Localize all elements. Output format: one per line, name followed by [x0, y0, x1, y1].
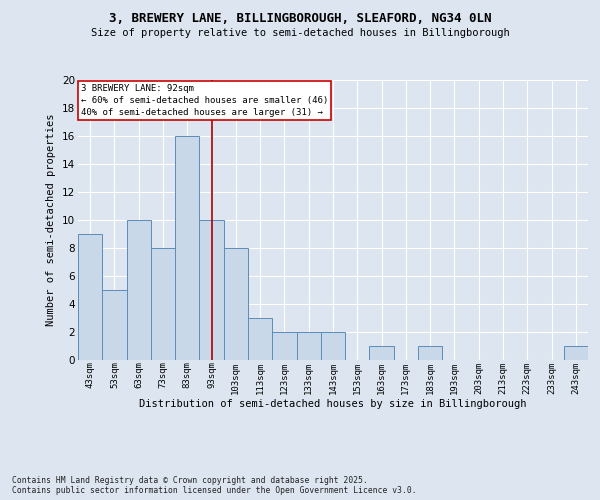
X-axis label: Distribution of semi-detached houses by size in Billingborough: Distribution of semi-detached houses by …	[139, 399, 527, 409]
Bar	[296, 332, 321, 360]
Bar	[151, 248, 175, 360]
Text: Contains HM Land Registry data © Crown copyright and database right 2025.
Contai: Contains HM Land Registry data © Crown c…	[12, 476, 416, 495]
Bar	[321, 332, 345, 360]
Bar	[78, 234, 102, 360]
Bar	[370, 346, 394, 360]
Bar	[224, 248, 248, 360]
Bar	[127, 220, 151, 360]
Bar	[418, 346, 442, 360]
Text: Size of property relative to semi-detached houses in Billingborough: Size of property relative to semi-detach…	[91, 28, 509, 38]
Text: 3, BREWERY LANE, BILLINGBOROUGH, SLEAFORD, NG34 0LN: 3, BREWERY LANE, BILLINGBOROUGH, SLEAFOR…	[109, 12, 491, 26]
Bar	[564, 346, 588, 360]
Text: 3 BREWERY LANE: 92sqm
← 60% of semi-detached houses are smaller (46)
40% of semi: 3 BREWERY LANE: 92sqm ← 60% of semi-deta…	[80, 84, 328, 117]
Bar	[248, 318, 272, 360]
Bar	[272, 332, 296, 360]
Bar	[175, 136, 199, 360]
Bar	[102, 290, 127, 360]
Y-axis label: Number of semi-detached properties: Number of semi-detached properties	[46, 114, 56, 326]
Bar	[199, 220, 224, 360]
